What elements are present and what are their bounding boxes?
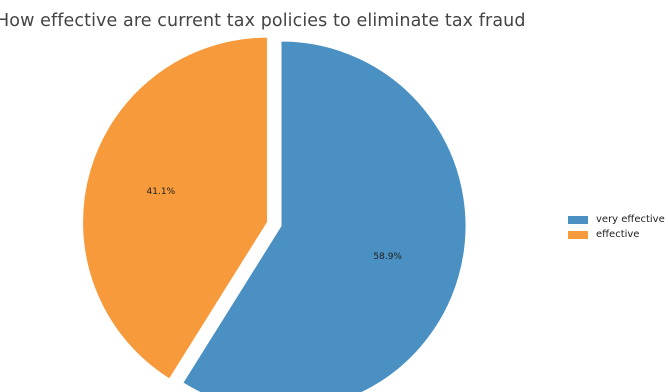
chart-title: How effective are current tax policies t… xyxy=(0,11,526,31)
legend-swatch xyxy=(568,215,588,224)
slice-label-very-effective: 58.9% xyxy=(373,252,402,262)
slice-label-effective: 41.1% xyxy=(147,187,176,197)
legend: very effective effective xyxy=(568,212,665,242)
pie-slice-very-effective xyxy=(182,40,467,392)
legend-label: very effective xyxy=(596,214,665,225)
legend-item-very-effective: very effective xyxy=(568,212,665,227)
legend-item-effective: effective xyxy=(568,227,665,242)
pie-slice-effective xyxy=(82,36,269,380)
legend-label: effective xyxy=(596,229,640,240)
legend-swatch xyxy=(568,230,588,239)
